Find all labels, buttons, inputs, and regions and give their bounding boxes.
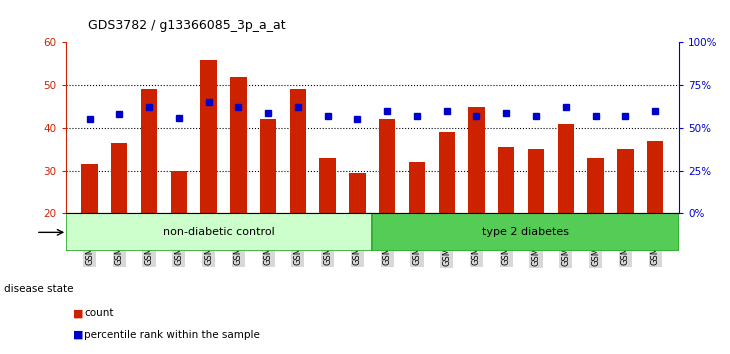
Bar (290, 90, 306, 213)
Text: percentile rank within the sample: percentile rank within the sample (84, 330, 260, 339)
Bar (349, 173, 366, 213)
Bar (66, 213, 372, 251)
Bar (81, 164, 98, 213)
Bar (171, 171, 187, 213)
Bar (588, 158, 604, 213)
Bar (111, 143, 128, 213)
Text: ■: ■ (73, 308, 83, 318)
Bar (469, 107, 485, 213)
Text: count: count (84, 308, 113, 318)
Bar (528, 149, 544, 213)
Bar (201, 59, 217, 213)
Bar (558, 124, 574, 213)
Text: ■: ■ (73, 330, 83, 339)
Bar (498, 147, 515, 213)
Text: non-diabetic control: non-diabetic control (163, 227, 275, 237)
Text: disease state: disease state (4, 284, 73, 293)
Text: type 2 diabetes: type 2 diabetes (482, 227, 569, 237)
Bar (439, 132, 455, 213)
Bar (379, 119, 396, 213)
Bar (372, 213, 679, 251)
Text: GDS3782 / g13366085_3p_a_at: GDS3782 / g13366085_3p_a_at (88, 19, 285, 32)
Bar (320, 158, 336, 213)
Bar (260, 119, 276, 213)
Bar (647, 141, 664, 213)
Bar (617, 149, 634, 213)
Bar (230, 77, 247, 213)
Bar (409, 162, 425, 213)
Bar (141, 90, 157, 213)
